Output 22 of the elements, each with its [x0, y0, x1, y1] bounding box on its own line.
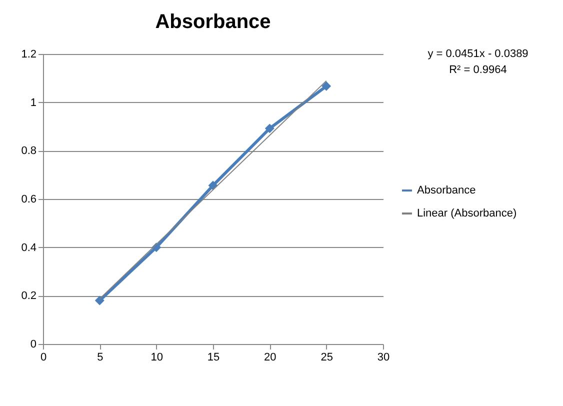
- y-tick-label: 0.8: [21, 145, 36, 158]
- point: [264, 124, 274, 134]
- x-tick-label: 15: [207, 352, 220, 364]
- y-tick-label: 0.4: [21, 242, 36, 254]
- x-tick-label: 0: [40, 352, 47, 364]
- legend-label: Absorbance: [417, 184, 476, 196]
- x-tick-label: 20: [264, 352, 276, 364]
- legend-label: Linear (Absorbance): [417, 208, 517, 220]
- y-tick-label: 0.6: [21, 194, 36, 206]
- text: R² = 0.9964: [449, 64, 507, 76]
- text: y = 0.0451x - 0.0389: [428, 48, 528, 60]
- chart-title: Absorbance: [155, 11, 271, 33]
- point: [322, 81, 332, 91]
- y-tick-label: 0.2: [21, 290, 36, 302]
- x-tick-label: 10: [150, 352, 163, 364]
- point: [94, 296, 104, 306]
- y-tick-label: 1: [30, 96, 36, 109]
- y-tick-label: 1.2: [21, 48, 36, 60]
- x-tick-label: 30: [377, 352, 390, 364]
- x-tick-label: 25: [320, 352, 333, 364]
- x-tick-label: 5: [97, 352, 104, 364]
- y-tick-label: 0: [30, 338, 36, 350]
